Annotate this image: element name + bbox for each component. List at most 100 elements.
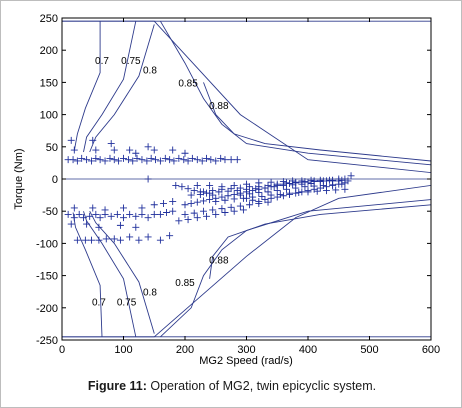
contour-label: 0.75	[117, 297, 137, 308]
data-point	[70, 214, 78, 222]
data-point	[187, 191, 195, 199]
data-point	[218, 183, 226, 191]
data-point	[166, 232, 174, 240]
contour-line	[72, 212, 103, 337]
data-point	[102, 235, 110, 243]
data-point	[230, 195, 238, 203]
data-point	[67, 136, 75, 144]
data-point	[181, 210, 189, 218]
contour-label: 0.8	[143, 288, 157, 299]
data-point	[273, 187, 281, 195]
data-point	[129, 157, 137, 165]
y-tick-label: 100	[40, 110, 58, 122]
data-point	[170, 157, 178, 165]
data-point	[239, 206, 247, 214]
data-point	[88, 236, 96, 244]
data-point	[282, 185, 290, 193]
contour-label: 0.85	[178, 78, 198, 89]
data-point	[221, 156, 229, 164]
data-point	[175, 154, 183, 162]
data-point	[138, 210, 146, 218]
data-point	[246, 190, 254, 198]
data-point	[166, 156, 174, 164]
caption-label: Figure 11:	[87, 379, 147, 393]
data-point	[286, 190, 294, 198]
data-point	[92, 146, 100, 154]
data-point	[184, 185, 192, 193]
data-point	[246, 201, 254, 209]
data-point	[193, 214, 201, 222]
operating-points	[64, 136, 355, 244]
data-point	[120, 204, 127, 212]
efficiency-contours	[62, 20, 432, 338]
y-tick-label: 200	[40, 45, 58, 57]
contour-line	[89, 24, 155, 153]
data-point	[267, 178, 275, 186]
data-point	[198, 157, 206, 165]
data-point	[316, 176, 324, 184]
data-point	[279, 192, 287, 200]
data-point	[101, 206, 109, 214]
data-point	[224, 187, 232, 195]
data-point	[120, 154, 127, 162]
data-point	[70, 146, 78, 154]
data-point	[255, 198, 263, 206]
x-tick-label: 500	[360, 344, 378, 356]
data-point	[89, 136, 97, 144]
data-point	[196, 188, 204, 196]
data-point	[316, 184, 324, 192]
data-point	[144, 143, 152, 151]
data-point	[215, 188, 223, 196]
data-point	[252, 185, 260, 193]
data-point	[227, 203, 235, 211]
data-point	[255, 189, 263, 197]
data-point	[67, 220, 75, 228]
data-point	[180, 156, 188, 164]
data-point	[92, 154, 100, 162]
data-point	[267, 194, 275, 202]
contour-label: 0.7	[95, 56, 109, 67]
contour-label: 0.75	[121, 56, 141, 67]
contour-label: 0.8	[143, 66, 157, 77]
x-tick-label: 200	[176, 344, 194, 356]
contour-line	[160, 20, 432, 166]
data-point	[95, 223, 103, 231]
data-point	[249, 196, 257, 204]
contour-label: 0.88	[209, 256, 229, 267]
data-point	[107, 212, 115, 220]
chart: 0.7 0.750.80.850.880.7 0.750.80.850.88 0 10…	[13, 13, 440, 367]
data-point	[107, 140, 115, 148]
data-point	[89, 204, 97, 212]
data-point	[199, 197, 207, 205]
data-point	[156, 236, 164, 244]
contour-label: 0.88	[209, 101, 229, 112]
data-point	[217, 154, 225, 162]
data-point	[329, 181, 337, 189]
data-point	[73, 157, 81, 165]
data-point	[301, 183, 309, 191]
data-point	[188, 154, 196, 162]
x-tick-label: 400	[299, 344, 317, 356]
data-point	[289, 181, 297, 189]
y-tick-label: -200	[36, 303, 58, 315]
data-point	[92, 210, 100, 218]
figure-caption: Figure 11: Operation of MG2, twin epicyc…	[1, 379, 462, 393]
data-point	[101, 157, 109, 165]
data-point	[126, 210, 134, 218]
data-point	[298, 188, 306, 196]
data-point	[295, 189, 303, 197]
data-point	[132, 212, 140, 220]
data-point	[227, 156, 235, 164]
data-point	[126, 146, 134, 154]
data-point	[322, 183, 330, 191]
data-point	[144, 214, 152, 222]
data-point	[81, 236, 89, 244]
data-point	[199, 207, 207, 215]
data-point	[341, 179, 349, 187]
data-point	[138, 204, 146, 212]
data-point	[120, 214, 127, 222]
data-point	[96, 156, 104, 164]
y-tick-label: 50	[46, 142, 58, 154]
data-point	[230, 181, 238, 189]
x-axis-label: MG2 Speed (rad/s)	[199, 355, 293, 367]
